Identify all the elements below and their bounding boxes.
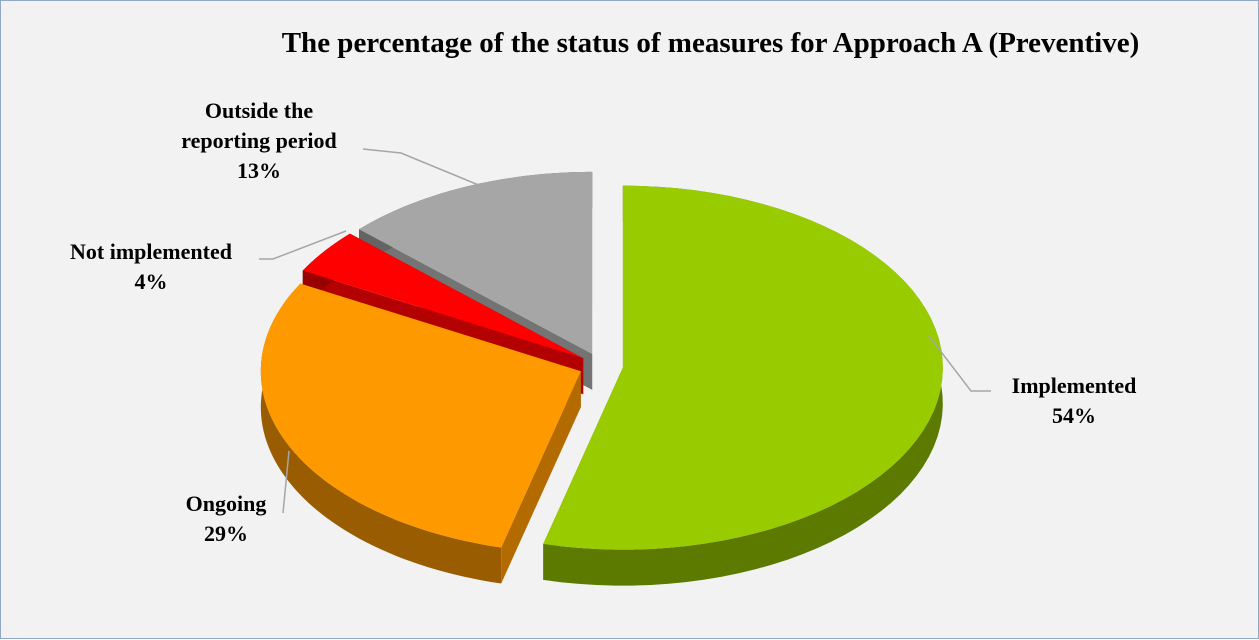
leader-line [928, 335, 991, 392]
category-label: Implemented [1011, 373, 1137, 398]
slice-rim [260, 283, 502, 584]
pie-slice [543, 185, 943, 586]
slice-label: Not implemented 4% [31, 237, 271, 297]
value-label: 54% [1052, 403, 1096, 428]
leader-line [259, 230, 347, 260]
category-label: Not implemented [70, 239, 232, 264]
slice-label: Implemented 54% [974, 371, 1174, 431]
chart-title: The percentage of the status of measures… [281, 27, 1140, 59]
slice-label: Ongoing 29% [166, 489, 286, 549]
pie-slice [260, 283, 581, 584]
slice-wall [501, 371, 581, 584]
slice-top [543, 185, 943, 550]
value-label: 13% [237, 158, 281, 183]
slice-top [358, 171, 593, 354]
category-label: Outside the reporting period [181, 98, 337, 153]
value-label: 29% [204, 521, 248, 546]
slice-top [260, 283, 581, 548]
leader-line [282, 450, 290, 514]
value-label: 4% [134, 269, 168, 294]
slice-label: Outside the reporting period 13% [164, 96, 354, 186]
leader-line [362, 148, 482, 187]
category-label: Ongoing [185, 491, 267, 516]
slice-top [302, 233, 584, 359]
